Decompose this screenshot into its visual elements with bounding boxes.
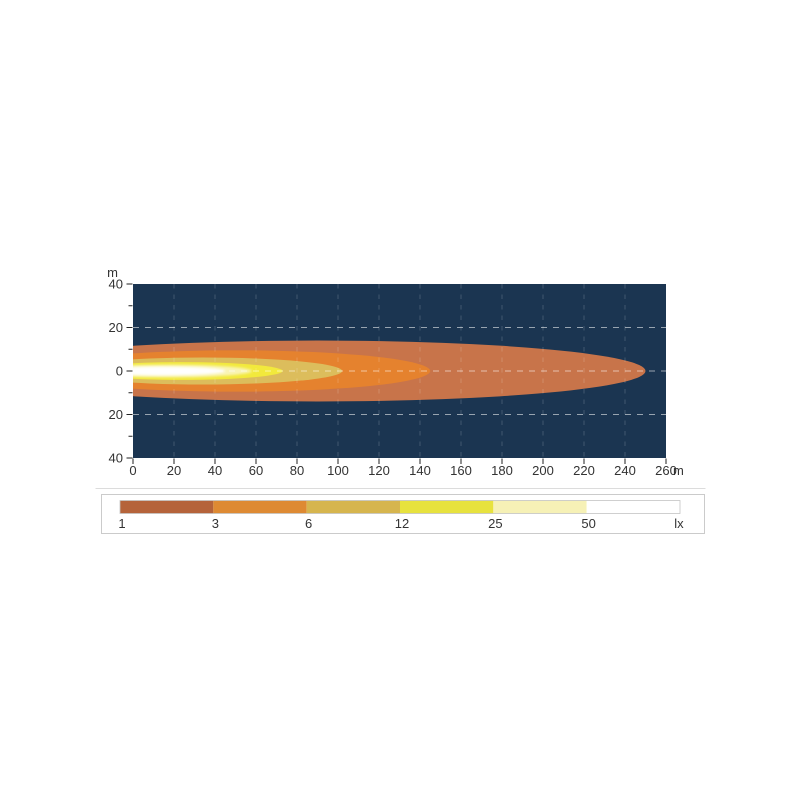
legend-swatch-50lx xyxy=(586,500,680,514)
legend-swatch-6lx xyxy=(306,500,400,514)
grid-lines xyxy=(133,284,666,458)
legend-bar-outline xyxy=(119,500,681,514)
x-axis-tick-label-100: 100 xyxy=(327,463,349,478)
y-axis-tick-label-3: 20 xyxy=(109,407,123,422)
legend-label-3: 3 xyxy=(212,516,219,531)
legend-label-25: 25 xyxy=(488,516,502,531)
y-axis-tick-label-1: 20 xyxy=(109,320,123,335)
y-axis-tick-label-4: 40 xyxy=(109,451,123,466)
legend-swatch-3lx xyxy=(213,500,307,514)
y-axis-tick-label-2: 0 xyxy=(116,364,123,379)
beam-zone-50lx xyxy=(133,366,226,376)
legend-unit-label: lx xyxy=(674,516,684,531)
legend-swatch-25lx xyxy=(493,500,587,514)
x-axis-tick-label-180: 180 xyxy=(491,463,513,478)
legend-label-12: 12 xyxy=(395,516,409,531)
x-axis-tick-label-140: 140 xyxy=(409,463,431,478)
x-axis-tick-label-80: 80 xyxy=(290,463,304,478)
legend-label-50: 50 xyxy=(581,516,595,531)
x-axis-tick-label-0: 0 xyxy=(129,463,136,478)
x-axis-tick-label-40: 40 xyxy=(208,463,222,478)
x-axis-tick-label-220: 220 xyxy=(573,463,595,478)
x-axis-tick-label-60: 60 xyxy=(249,463,263,478)
x-axis-tick-label-160: 160 xyxy=(450,463,472,478)
x-axis-tick-label-200: 200 xyxy=(532,463,554,478)
legend-label-1: 1 xyxy=(118,516,125,531)
x-axis-tick-label-120: 120 xyxy=(368,463,390,478)
x-axis-tick-label-240: 240 xyxy=(614,463,636,478)
legend-swatch-1lx xyxy=(120,500,214,514)
legend-swatch-12lx xyxy=(400,500,494,514)
y-axis-unit-label: m xyxy=(107,265,118,280)
x-axis-unit-label: m xyxy=(673,463,684,478)
legend-label-6: 6 xyxy=(305,516,312,531)
x-axis-tick-label-260: 260 xyxy=(655,463,677,478)
y-axis-tick-label-0: 40 xyxy=(109,277,123,292)
plot-area xyxy=(133,284,666,458)
legend: 1 3 6 12 25 50 lx xyxy=(95,488,706,534)
x-axis-tick-label-20: 20 xyxy=(167,463,181,478)
beam-zones xyxy=(133,340,646,402)
axes: 0 20 40 60 80 100 120 140 160 180 200 220 240 260m402… xyxy=(107,265,684,478)
